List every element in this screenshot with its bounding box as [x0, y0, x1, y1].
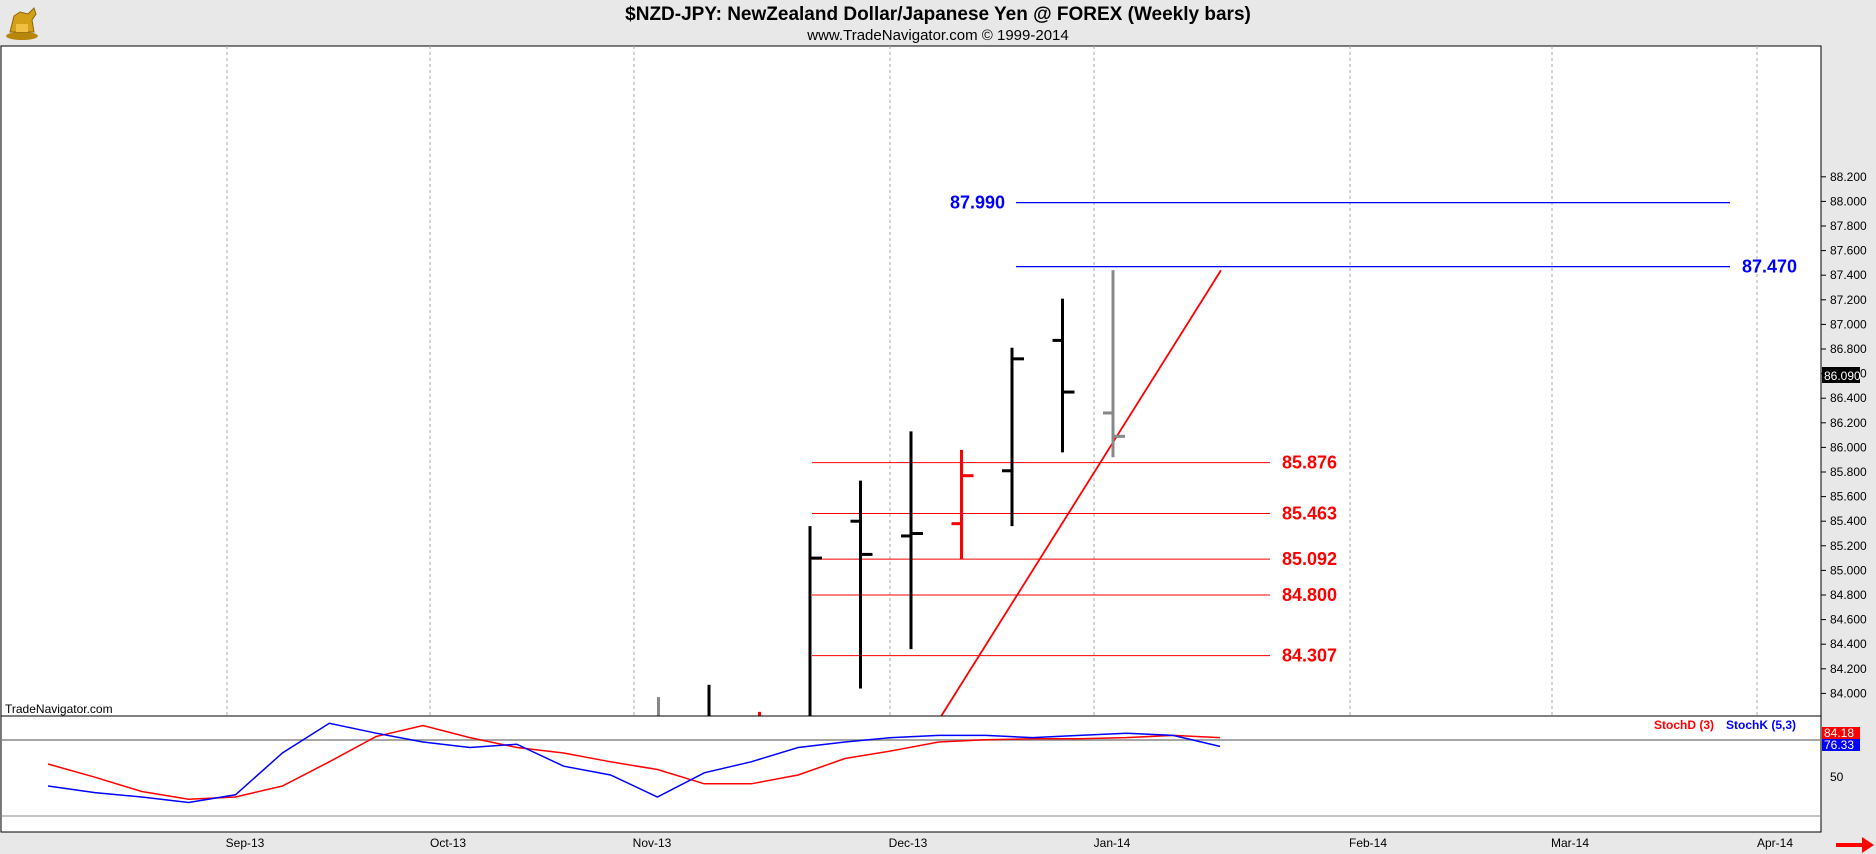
y-tick-label: 87.200	[1830, 293, 1867, 307]
x-tick-label: Sep-13	[226, 836, 265, 850]
y-tick-label: 84.400	[1830, 637, 1867, 651]
y-tick-label: 86.800	[1830, 342, 1867, 356]
stoch-panel	[0, 715, 1822, 833]
stoch-k-last-label: 76.33	[1824, 738, 1854, 752]
y-tick-label: 85.600	[1830, 490, 1867, 504]
level-label: 87.990	[950, 193, 1005, 213]
y-tick-label: 87.000	[1830, 317, 1867, 331]
y-tick-label: 85.800	[1830, 465, 1867, 479]
stoch-lines	[47, 722, 1221, 804]
scroll-right-arrow-icon[interactable]	[1836, 837, 1874, 853]
y-tick-label: 86.200	[1830, 416, 1867, 430]
trendline	[939, 269, 1222, 719]
y-tick-label: 88.200	[1830, 170, 1867, 184]
y-tick-label: 86.400	[1830, 391, 1867, 405]
x-tick-label: Feb-14	[1349, 836, 1387, 850]
x-tick-label: Jan-14	[1094, 836, 1131, 850]
level-label: 84.307	[1282, 646, 1337, 666]
y-tick-label: 85.000	[1830, 563, 1867, 577]
y-tick-label: 85.200	[1830, 539, 1867, 553]
y-tick-label: 86.000	[1830, 440, 1867, 454]
y-tick-label: 87.400	[1830, 268, 1867, 282]
time-axis: Sep-13 Oct-13 Nov-13 Dec-13 Jan-14 Feb-14 Mar-…	[226, 836, 1794, 850]
chart-subtitle: www.TradeNavigator.com © 1999-2014	[806, 27, 1068, 44]
level-label: 87.470	[1742, 257, 1797, 277]
level-label: 85.463	[1282, 503, 1337, 523]
y-tick-label: 87.600	[1830, 244, 1867, 258]
stoch-d-last-box	[1822, 727, 1860, 739]
stoch-series-line	[47, 724, 1221, 800]
vertical-gridlines	[226, 46, 1758, 832]
logo-icon	[6, 7, 38, 40]
y-tick-label: 84.200	[1830, 662, 1867, 676]
y-tick-label: 84.600	[1830, 613, 1867, 627]
stoch-legend-d: StochD (3)	[1654, 718, 1714, 732]
x-tick-label: Apr-14	[1757, 836, 1793, 850]
last-price-box	[1822, 367, 1860, 383]
y-tick-label: 88.000	[1830, 194, 1867, 208]
trendline-group	[939, 269, 1222, 719]
y-tick-label: 84.800	[1830, 588, 1867, 602]
y-tick-label: 85.400	[1830, 514, 1867, 528]
stoch-series-line	[47, 722, 1221, 804]
y-tick-label: 87.800	[1830, 219, 1867, 233]
price-levels: 87.990 87.470 85.876 85.463 85.092 84.800 84.3…	[812, 193, 1797, 666]
stoch-tick-50: 50	[1830, 770, 1844, 784]
stoch-legend-k: StochK (5,3)	[1726, 718, 1796, 732]
price-axis: 84.000 84.200 84.400 84.600 84.800 85.000 85.2…	[1821, 170, 1867, 700]
ohlc-bars	[657, 270, 1125, 716]
y-tick-label: 84.000	[1830, 686, 1867, 700]
x-tick-label: Mar-14	[1551, 836, 1589, 850]
level-label: 85.876	[1282, 453, 1337, 473]
stoch-d-last-label: 84.18	[1824, 726, 1854, 740]
x-tick-label: Nov-13	[633, 836, 672, 850]
watermark: TradeNavigator.com	[5, 702, 113, 716]
stoch-k-last-box	[1822, 739, 1860, 751]
x-tick-label: Oct-13	[430, 836, 466, 850]
last-price-label: 86.090	[1824, 369, 1861, 383]
level-label: 84.800	[1282, 585, 1337, 605]
chart-title: $NZD-JPY: NewZealand Dollar/Japanese Yen…	[625, 4, 1251, 25]
level-label: 85.092	[1282, 549, 1337, 569]
x-tick-label: Dec-13	[889, 836, 928, 850]
